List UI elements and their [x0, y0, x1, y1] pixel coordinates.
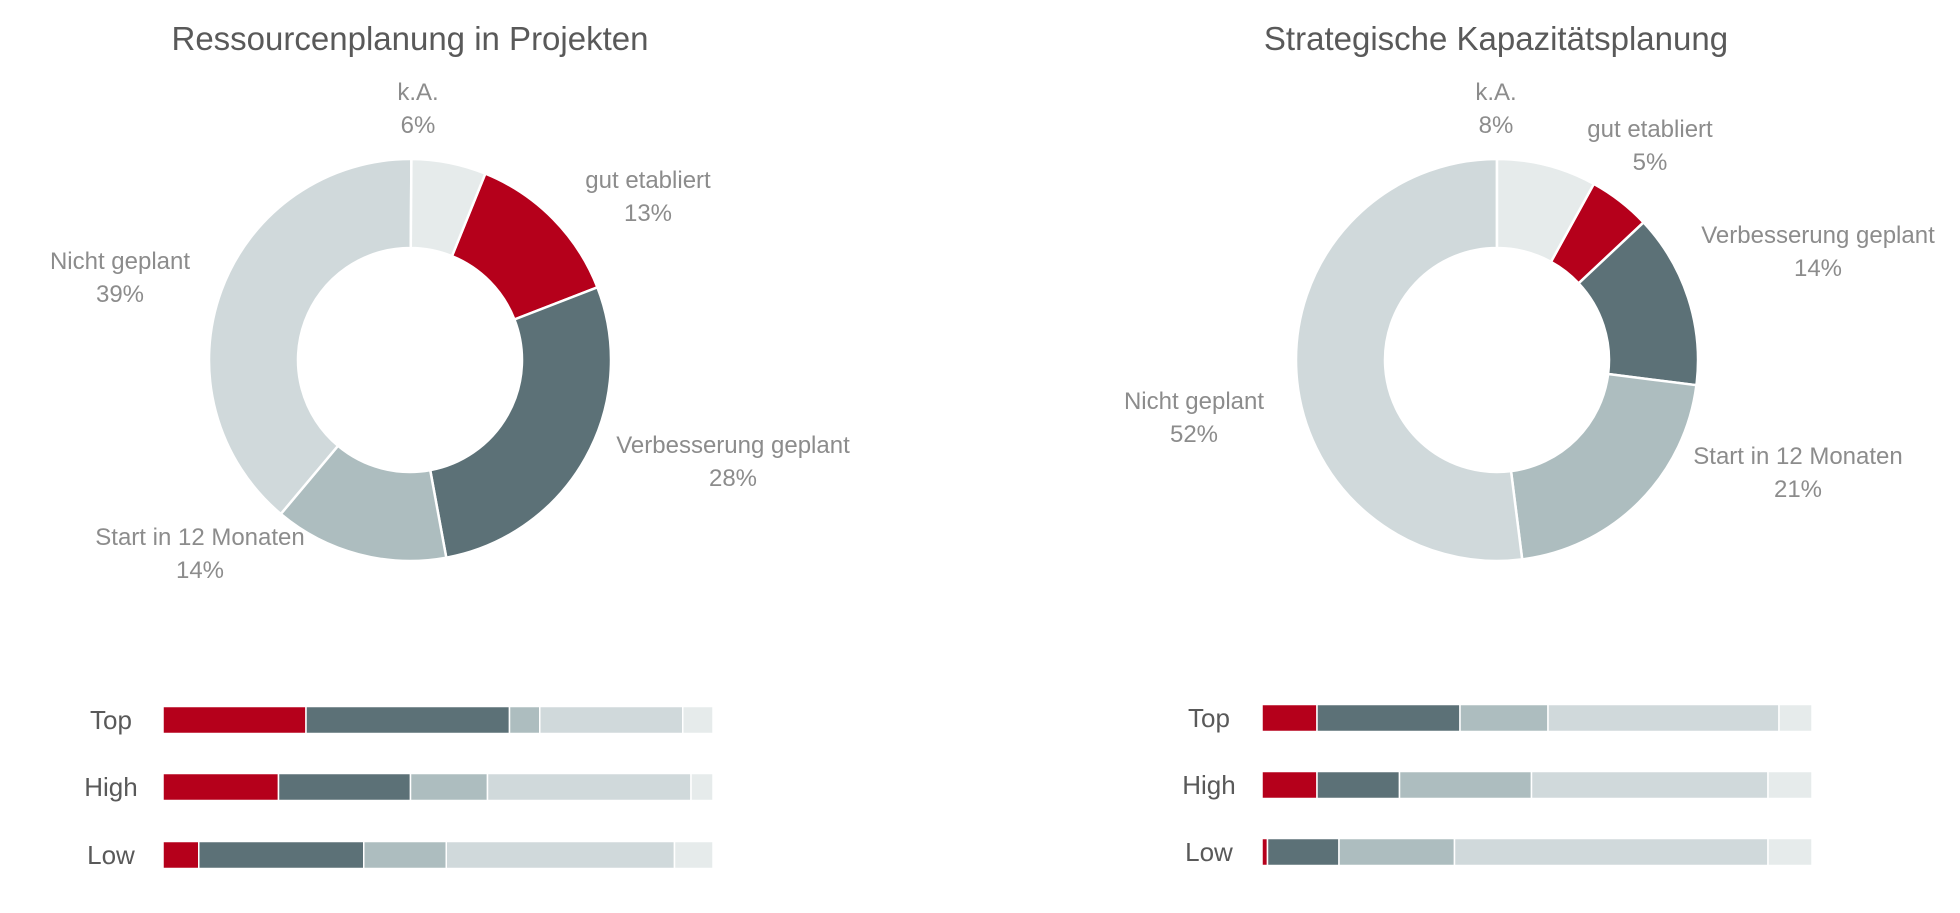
bar-segment-high-ka [690, 772, 714, 802]
slice-label-gut-etabliert: gut etabliert [1587, 116, 1713, 143]
bar-category-label-top: Top [90, 705, 132, 735]
slice-value-label: 8% [1479, 112, 1514, 139]
bar-segment-low-start-in-12-monaten [1338, 837, 1456, 867]
bar-segment-top-gut-etabliert [1261, 703, 1318, 733]
bar-segment-top-ka [1778, 703, 1813, 733]
bar-segment-top-nicht-geplant [539, 705, 684, 735]
slice-value-label: 6% [401, 112, 436, 139]
slice-label-verbesserung-geplant: Verbesserung geplant [1701, 222, 1935, 249]
bar-category-label-low: Low [87, 840, 135, 870]
bar-segment-high-gut-etabliert [162, 772, 280, 802]
slice-label-verbesserung-geplant: Verbesserung geplant [616, 432, 850, 459]
donut-chart-2: gut etabliert 5% Verbesserung geplant 14% St… [1124, 79, 1935, 563]
donut-slice-nicht-geplant [1294, 157, 1524, 563]
bar-segment-top-ka [682, 705, 714, 735]
bar-segment-low-verbesserung-geplant [1266, 837, 1340, 867]
slice-label-start-in-12-monaten: Start in 12 Monaten [1693, 443, 1902, 470]
donut-slice-start-in-12-monaten [1509, 372, 1698, 561]
slice-label-ka: k.A. [1475, 79, 1516, 106]
bar-segment-top-gut-etabliert [162, 705, 307, 735]
bar-segment-high-start-in-12-monaten [409, 772, 489, 802]
bar-segment-low-ka [673, 840, 714, 870]
donut-chart-1-title: Ressourcenplanung in Projekten [172, 20, 649, 57]
bar-segment-top-nicht-geplant [1547, 703, 1780, 733]
bar-segment-high-nicht-geplant [486, 772, 692, 802]
bar-segment-low-start-in-12-monaten [363, 840, 447, 870]
bar-segment-low-verbesserung-geplant [198, 840, 365, 870]
donut-chart-2-title: Strategische Kapazitätsplanung [1264, 20, 1728, 57]
slice-value-label: 21% [1774, 476, 1822, 503]
slice-label-nicht-geplant: Nicht geplant [1124, 388, 1264, 415]
bar-segment-top-start-in-12-monaten [1459, 703, 1549, 733]
bar-segment-low-ka [1767, 837, 1813, 867]
slice-value-label: 14% [1794, 255, 1842, 282]
bar-category-label-low: Low [1185, 837, 1233, 867]
bar-segment-top-verbesserung-geplant [1316, 703, 1461, 733]
slice-value-label: 14% [176, 557, 224, 584]
slice-label-nicht-geplant: Nicht geplant [50, 248, 190, 275]
bar-segment-high-verbesserung-geplant [1316, 770, 1401, 800]
slice-label-start-in-12-monaten: Start in 12 Monaten [95, 524, 304, 551]
donut-chart-1: gut etabliert 13% Verbesserung geplant 28% S… [50, 79, 850, 584]
bar-segment-high-verbesserung-geplant [277, 772, 412, 802]
donut-slice-ka [1495, 157, 1596, 264]
bar-segment-low-gut-etabliert [1261, 837, 1269, 867]
slice-value-label: 5% [1633, 149, 1668, 176]
bar-category-label-high: High [84, 772, 137, 802]
slice-label-ka: k.A. [397, 79, 438, 106]
donut-slice-verbesserung-geplant [428, 285, 613, 560]
bar-segment-high-gut-etabliert [1261, 770, 1318, 800]
donut-slice-nicht-geplant [207, 157, 413, 516]
stacked-bar-chart-1: Top High Low [84, 705, 714, 870]
slice-value-label: 39% [96, 281, 144, 308]
slice-label-gut-etabliert: gut etabliert [585, 167, 711, 194]
bar-segment-top-start-in-12-monaten [508, 705, 541, 735]
slice-value-label: 28% [709, 465, 757, 492]
slice-value-label: 52% [1170, 421, 1218, 448]
bar-segment-low-gut-etabliert [162, 840, 200, 870]
donut-slice-ka [409, 157, 487, 258]
slice-value-label: 13% [624, 200, 672, 227]
bar-segment-high-ka [1767, 770, 1813, 800]
bar-segment-low-nicht-geplant [1453, 837, 1769, 867]
bar-segment-top-verbesserung-geplant [305, 705, 511, 735]
bar-category-label-top: Top [1188, 703, 1230, 733]
bar-category-label-high: High [1182, 770, 1235, 800]
bar-segment-high-start-in-12-monaten [1398, 770, 1533, 800]
bar-segment-low-nicht-geplant [445, 840, 676, 870]
bar-segment-high-nicht-geplant [1530, 770, 1769, 800]
stacked-bar-chart-2: Top High Low [1182, 703, 1813, 867]
